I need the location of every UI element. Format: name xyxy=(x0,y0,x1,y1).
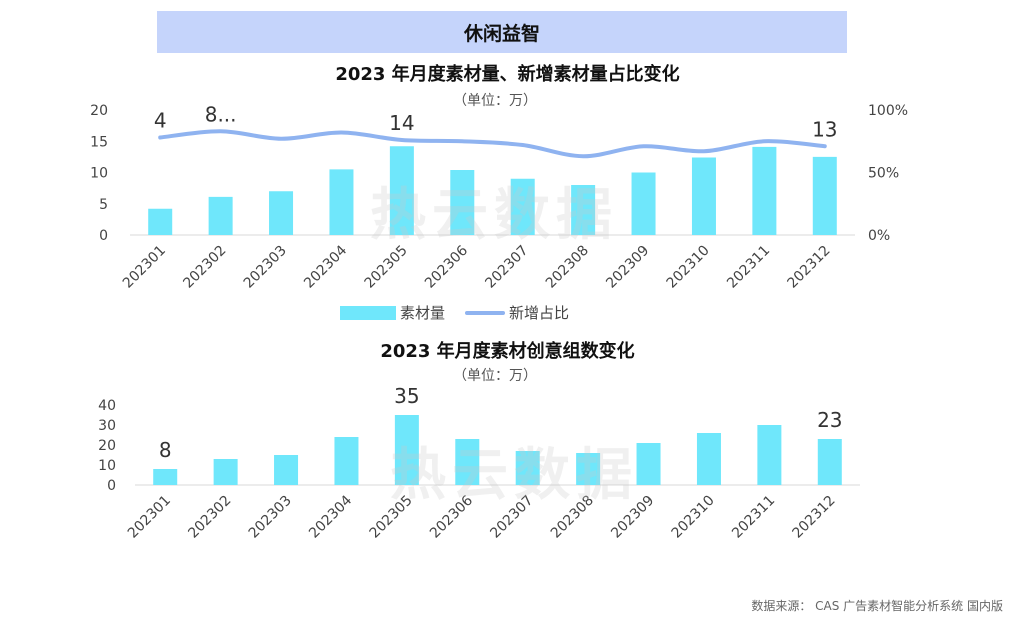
x-tick-label: 202301 xyxy=(120,243,169,292)
y-tick-label: 20 xyxy=(98,438,116,454)
x-tick-label: 202312 xyxy=(790,493,839,542)
bar xyxy=(812,156,837,235)
bar xyxy=(757,425,782,485)
bar xyxy=(455,439,480,485)
watermark-top: 热云数据 xyxy=(370,183,618,248)
x-tick-label: 202303 xyxy=(246,493,295,542)
x-tick-label: 202311 xyxy=(724,243,773,292)
legend-line-swatch xyxy=(465,310,506,315)
bar xyxy=(153,469,178,485)
bar xyxy=(631,172,656,235)
bar xyxy=(148,208,173,235)
chart1-legend: 素材量 新增占比 xyxy=(340,302,569,323)
bar xyxy=(334,437,359,485)
y-right-tick-label: 0% xyxy=(868,228,890,244)
bar xyxy=(389,146,414,235)
x-tick-label: 202302 xyxy=(180,243,229,292)
y-left-tick-label: 10 xyxy=(90,166,108,182)
data-label: 35 xyxy=(394,385,419,408)
data-label: 23 xyxy=(817,408,842,432)
chart2-title: 2023 年月度素材创意组数变化 xyxy=(380,341,635,362)
share-line xyxy=(158,129,827,159)
y-left-tick-label: 15 xyxy=(90,134,108,150)
bar xyxy=(696,433,721,485)
bar xyxy=(636,443,661,485)
x-tick-label: 202310 xyxy=(669,493,718,542)
legend-bar-label: 素材量 xyxy=(400,304,446,322)
bar xyxy=(394,415,419,485)
bar xyxy=(274,455,299,485)
bar xyxy=(571,185,596,235)
y-tick-label: 30 xyxy=(98,418,116,434)
y-right-tick-label: 100% xyxy=(868,103,908,119)
x-tick-label: 202302 xyxy=(185,493,234,542)
bar xyxy=(450,170,475,235)
x-tick-label: 202304 xyxy=(301,242,350,291)
x-tick-label: 202310 xyxy=(664,243,713,292)
bar xyxy=(817,439,842,485)
data-label: 14 xyxy=(389,111,414,135)
chart2-plot: 0 10 20 30 40 8 35 23 202301 202302 202303 202304 20… xyxy=(98,385,860,542)
x-tick-label: 202301 xyxy=(125,493,174,542)
y-tick-label: 40 xyxy=(98,398,116,414)
data-source-note: 数据来源： CAS 广告素材智能分析系统 国内版 xyxy=(751,599,1003,613)
y-left-tick-label: 20 xyxy=(90,103,108,119)
data-label: 8... xyxy=(205,102,237,126)
watermark-bottom: 热云数据 xyxy=(390,443,638,508)
chart1-title: 2023 年月度素材量、新增素材量占比变化 xyxy=(335,64,680,85)
banner-title: 休闲益智 xyxy=(463,22,540,45)
x-tick-label: 202303 xyxy=(241,243,290,292)
bar xyxy=(510,178,535,235)
chart2-unit: （单位：万） xyxy=(453,368,537,384)
bar xyxy=(752,146,777,235)
chart1-unit: （单位：万） xyxy=(453,93,537,109)
y-right-tick-label: 50% xyxy=(868,166,899,182)
y-tick-label: 0 xyxy=(107,478,116,494)
x-tick-label: 202311 xyxy=(729,493,778,542)
x-tick-label: 202312 xyxy=(785,243,834,292)
bar xyxy=(213,459,238,485)
y-left-tick-label: 5 xyxy=(99,197,108,213)
data-label: 8 xyxy=(159,438,172,462)
bar xyxy=(691,157,716,235)
x-tick-label: 202304 xyxy=(306,492,355,541)
bar xyxy=(208,196,233,235)
bar xyxy=(329,169,354,235)
bar xyxy=(269,191,294,235)
data-label: 13 xyxy=(812,117,837,141)
legend-line-label: 新增占比 xyxy=(509,304,570,322)
bar xyxy=(515,451,540,485)
y-tick-label: 10 xyxy=(98,458,116,474)
bar xyxy=(576,453,601,485)
category-banner: 休闲益智 xyxy=(157,11,847,53)
data-label: 4 xyxy=(154,109,167,133)
legend-bar-swatch xyxy=(340,305,396,320)
y-left-tick-label: 0 xyxy=(99,228,108,244)
